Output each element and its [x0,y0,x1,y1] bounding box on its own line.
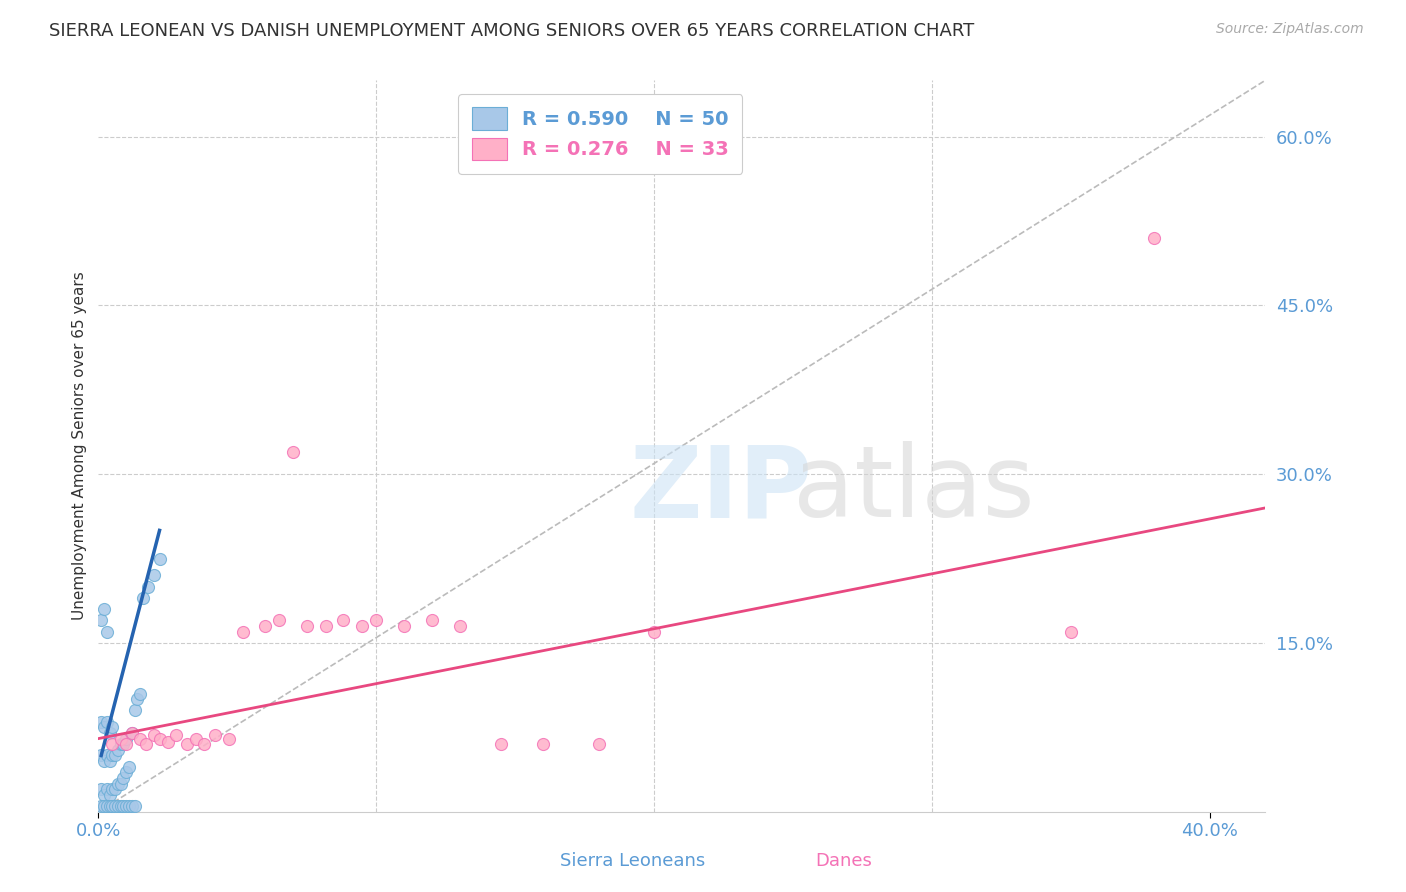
Point [96,782,118,797]
Point [156,735,179,749]
Point [96,799,118,814]
Point [138,580,160,594]
Point [184,731,207,746]
Point [165,728,187,742]
Point [112,737,135,751]
Point [110,731,132,746]
Point [93,602,115,616]
Text: atlas: atlas [793,442,1035,539]
Point [193,737,215,751]
Point [148,731,170,746]
Point [101,720,124,734]
Point [352,619,374,633]
Point [110,776,132,790]
Point [93,788,115,802]
Point [96,624,118,639]
Point [267,614,290,628]
Point [98,788,121,802]
Text: Sierra Leoneans: Sierra Leoneans [560,852,706,870]
Point [643,624,665,639]
Point [121,726,143,740]
Point [93,799,115,814]
Point [143,728,166,742]
Y-axis label: Unemployment Among Seniors over 65 years: Unemployment Among Seniors over 65 years [72,272,87,620]
Point [93,754,115,768]
Point [392,619,415,633]
Point [295,619,318,633]
Point [124,799,146,814]
Point [148,551,170,566]
Point [107,776,129,790]
Point [218,731,240,746]
Point [449,619,471,633]
Point [101,782,124,797]
Point [104,799,127,814]
Point [491,737,513,751]
Point [176,737,198,751]
Point [115,737,138,751]
Point [110,799,132,814]
Point [121,726,143,740]
Text: Danes: Danes [815,852,872,870]
Point [96,714,118,729]
Point [420,614,443,628]
Point [332,614,354,628]
Point [254,619,277,633]
Point [107,743,129,757]
Point [104,748,127,763]
Point [90,748,112,763]
Point [98,726,121,740]
Point [98,754,121,768]
Point [204,728,226,742]
Point [129,687,152,701]
Point [101,799,124,814]
Text: ZIP: ZIP [630,442,813,539]
Point [118,760,141,774]
Point [101,737,124,751]
Point [101,748,124,763]
Point [143,568,166,582]
Point [112,799,135,814]
Point [127,692,149,706]
Point [118,799,141,814]
Point [90,799,112,814]
Point [107,799,129,814]
Point [588,737,610,751]
Point [281,444,304,458]
Point [135,737,157,751]
Point [531,737,554,751]
Point [132,591,155,605]
Point [90,782,112,797]
Point [315,619,337,633]
Text: Source: ZipAtlas.com: Source: ZipAtlas.com [1216,22,1364,37]
Point [121,799,143,814]
Point [1060,624,1083,639]
Point [115,731,138,746]
Point [115,765,138,780]
Point [90,714,112,729]
Point [232,624,254,639]
Point [96,748,118,763]
Point [104,782,127,797]
Text: SIERRA LEONEAN VS DANISH UNEMPLOYMENT AMONG SENIORS OVER 65 YEARS CORRELATION CH: SIERRA LEONEAN VS DANISH UNEMPLOYMENT AM… [49,22,974,40]
Point [366,614,388,628]
Point [115,799,138,814]
Point [112,771,135,785]
Point [98,799,121,814]
Legend: R = 0.590    N = 50, R = 0.276    N = 33: R = 0.590 N = 50, R = 0.276 N = 33 [458,94,742,174]
Point [110,737,132,751]
Point [93,720,115,734]
Point [90,614,112,628]
Point [1143,231,1166,245]
Point [129,731,152,746]
Point [124,703,146,717]
